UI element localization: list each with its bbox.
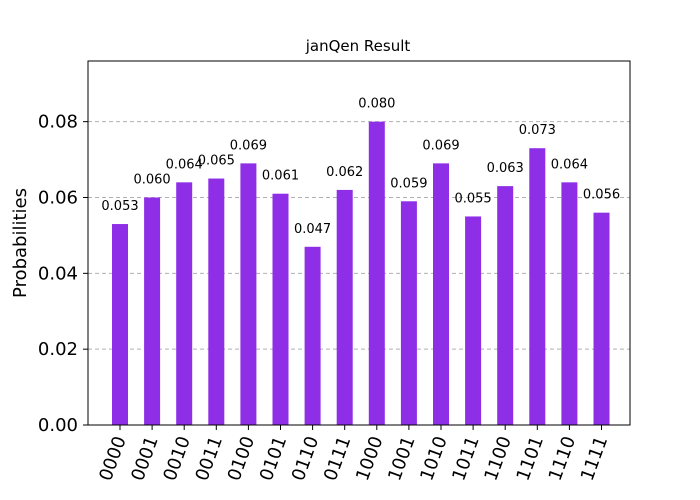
x-tick-label: 1011: [448, 434, 483, 484]
plot-frame: [87, 60, 631, 426]
x-tick-label: 1111: [577, 434, 612, 484]
x-tick-label: 1100: [480, 434, 515, 484]
data-label: 0.062: [326, 165, 363, 180]
x-tick-label: 0010: [159, 434, 194, 484]
x-axis-ticks: 0000000100100011010001010110011110001001…: [95, 425, 612, 484]
x-tick-label: 1110: [545, 434, 580, 484]
x-tick-label: 0101: [256, 434, 291, 484]
data-label: 0.055: [454, 191, 491, 206]
x-tick-label: 1000: [352, 434, 387, 484]
data-label: 0.060: [133, 173, 170, 188]
bar-1010: [433, 163, 449, 425]
x-tick-label: 1001: [384, 434, 419, 484]
bar-1000: [368, 121, 385, 426]
bars: [112, 121, 610, 426]
data-label: 0.064: [166, 157, 203, 172]
data-label: 0.059: [390, 176, 427, 191]
data-labels: 0.0530.0600.0640.0650.0690.0610.0470.062…: [101, 97, 620, 237]
data-label: 0.080: [358, 97, 395, 112]
bar-0000: [112, 224, 128, 425]
data-label: 0.064: [551, 157, 588, 172]
x-tick-label: 0001: [127, 434, 162, 484]
bar-0100: [240, 163, 257, 425]
x-tick-label: 0000: [95, 434, 130, 484]
data-label: 0.056: [583, 188, 620, 203]
bar-1110: [561, 182, 578, 425]
bar-1101: [529, 148, 546, 426]
bar-1111: [593, 212, 610, 425]
x-tick-label: 0111: [320, 434, 355, 484]
y-tick-label: 0.04: [38, 263, 78, 284]
data-label: 0.069: [230, 138, 267, 153]
bar-0111: [336, 189, 353, 425]
bar-0110: [304, 246, 321, 425]
data-label: 0.063: [487, 161, 524, 176]
data-label: 0.065: [198, 154, 235, 169]
y-tick-label: 0.08: [38, 112, 78, 133]
data-label: 0.061: [262, 169, 299, 184]
bar-0011: [208, 178, 225, 425]
bar-1001: [400, 201, 417, 425]
data-label: 0.069: [422, 138, 459, 153]
y-tick-label: 0.02: [38, 339, 78, 360]
y-axis-ticks: 0.00 0.02 0.04 0.06 0.08: [38, 112, 88, 436]
x-tick-label: 0011: [192, 434, 227, 484]
bar-1100: [497, 186, 514, 425]
data-label: 0.047: [294, 222, 331, 237]
grid-lines: [88, 121, 630, 350]
chart-title: janQen Result: [305, 37, 411, 55]
bar-0001: [144, 197, 161, 425]
y-tick-label: 0.06: [38, 188, 78, 209]
x-tick-label: 1101: [513, 434, 548, 484]
data-label: 0.073: [519, 123, 556, 138]
x-tick-label: 0100: [224, 434, 259, 484]
x-tick-label: 1010: [416, 434, 451, 484]
bar-0101: [272, 193, 289, 425]
bar-0010: [176, 182, 193, 425]
data-label: 0.053: [101, 199, 138, 214]
y-axis-label: Probabilities: [10, 188, 31, 298]
x-tick-label: 0110: [288, 434, 323, 484]
bar-1011: [465, 216, 482, 425]
y-tick-label: 0.00: [38, 415, 78, 436]
